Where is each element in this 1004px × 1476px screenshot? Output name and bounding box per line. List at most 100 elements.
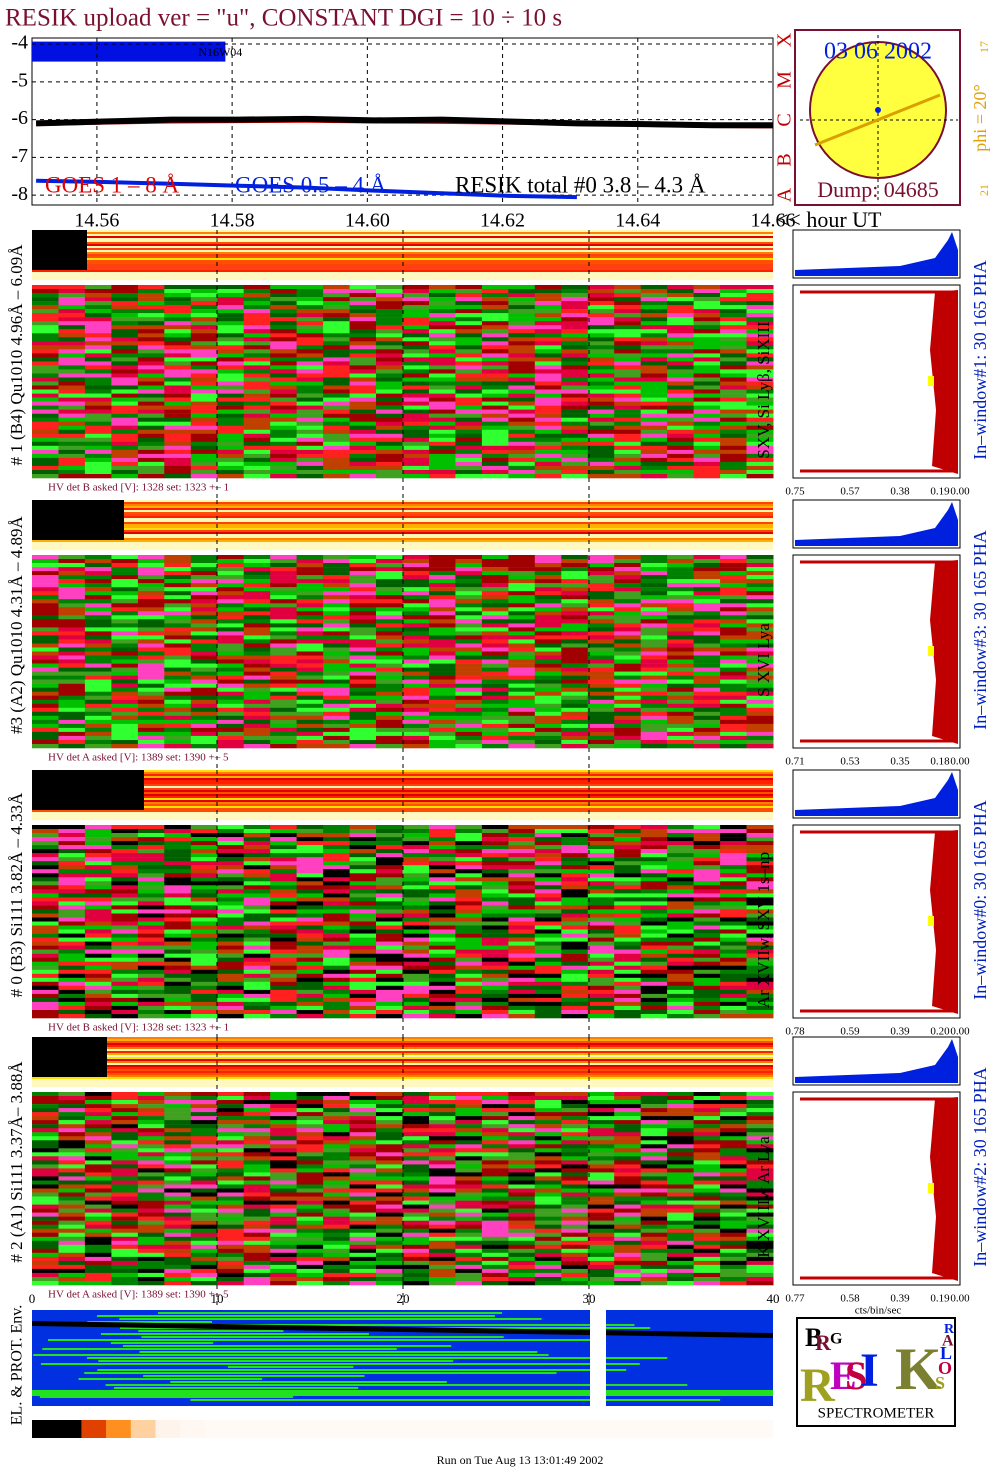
cell xyxy=(481,293,509,298)
cell xyxy=(32,1136,59,1141)
cell xyxy=(243,1010,271,1015)
cell xyxy=(667,385,695,390)
cell xyxy=(243,647,271,652)
cell xyxy=(349,321,377,326)
cell xyxy=(481,285,509,290)
cell xyxy=(746,857,774,862)
cell xyxy=(508,333,536,338)
cell xyxy=(614,441,642,447)
cell xyxy=(667,873,695,878)
cell xyxy=(217,1236,245,1242)
cell xyxy=(190,465,218,471)
cell xyxy=(720,453,748,459)
cell xyxy=(270,829,298,834)
cell xyxy=(137,1100,165,1105)
cell xyxy=(402,981,430,987)
cell xyxy=(111,365,139,370)
cell xyxy=(270,337,298,342)
cell xyxy=(323,599,351,604)
cell xyxy=(243,1232,271,1237)
cell xyxy=(481,849,509,854)
cell xyxy=(429,1112,456,1117)
cell xyxy=(111,1156,139,1161)
cell xyxy=(190,1228,218,1233)
cell xyxy=(481,889,509,894)
cell xyxy=(323,865,351,870)
cell xyxy=(84,1001,112,1007)
cell xyxy=(270,744,298,749)
cell xyxy=(746,575,774,580)
cell xyxy=(429,449,456,455)
cell xyxy=(481,365,509,370)
cell xyxy=(376,861,403,866)
cell xyxy=(429,1136,456,1141)
cell xyxy=(164,655,192,660)
cell xyxy=(58,293,86,298)
cell xyxy=(243,881,271,886)
cell xyxy=(58,845,86,850)
strip-row xyxy=(32,774,773,777)
cell xyxy=(508,719,536,725)
cell xyxy=(402,449,430,455)
cell xyxy=(693,445,721,451)
pha-tick-label: 0.57 xyxy=(840,486,860,498)
cell xyxy=(640,639,668,644)
cell xyxy=(720,695,748,700)
cell xyxy=(614,587,642,592)
cell xyxy=(349,889,377,894)
cell xyxy=(693,369,721,374)
cell xyxy=(190,719,218,725)
strip-row xyxy=(32,276,773,279)
cell xyxy=(746,925,774,930)
cell xyxy=(349,881,377,886)
cell xyxy=(534,893,562,898)
cell xyxy=(217,889,245,894)
cell xyxy=(164,441,192,447)
cell xyxy=(376,873,403,878)
cell xyxy=(481,651,509,656)
cell xyxy=(587,905,615,910)
cell xyxy=(376,945,403,950)
cell xyxy=(323,1200,351,1205)
cell xyxy=(720,405,748,410)
cell xyxy=(667,905,695,910)
cell xyxy=(667,744,695,749)
cell xyxy=(640,575,668,580)
cell xyxy=(640,1014,668,1019)
cell xyxy=(296,1168,324,1173)
cell xyxy=(587,289,615,294)
cell xyxy=(429,945,456,950)
cell xyxy=(720,647,748,652)
cell xyxy=(667,715,695,721)
cell xyxy=(693,727,721,733)
cell xyxy=(190,457,218,463)
cell xyxy=(164,361,192,366)
cell xyxy=(534,885,562,890)
cell xyxy=(323,1281,351,1286)
cell xyxy=(587,1010,615,1015)
cell xyxy=(270,945,298,950)
cell xyxy=(243,461,271,467)
class-label: M xyxy=(774,71,796,89)
cell xyxy=(84,599,112,604)
cell xyxy=(137,333,165,338)
cell xyxy=(746,603,774,608)
cell xyxy=(243,1100,271,1105)
cell xyxy=(111,555,139,560)
cell xyxy=(746,289,774,294)
cell xyxy=(190,474,218,479)
cell xyxy=(455,353,483,358)
cell xyxy=(190,731,218,737)
cell xyxy=(561,909,589,914)
cell xyxy=(84,1204,112,1209)
cell xyxy=(137,969,165,975)
cell xyxy=(667,985,695,991)
cell xyxy=(270,901,298,906)
cell xyxy=(508,413,536,418)
cell xyxy=(640,393,668,398)
cell xyxy=(508,841,536,846)
cell xyxy=(190,683,218,688)
cell xyxy=(349,441,377,447)
cell xyxy=(164,961,192,966)
cell xyxy=(720,953,748,958)
